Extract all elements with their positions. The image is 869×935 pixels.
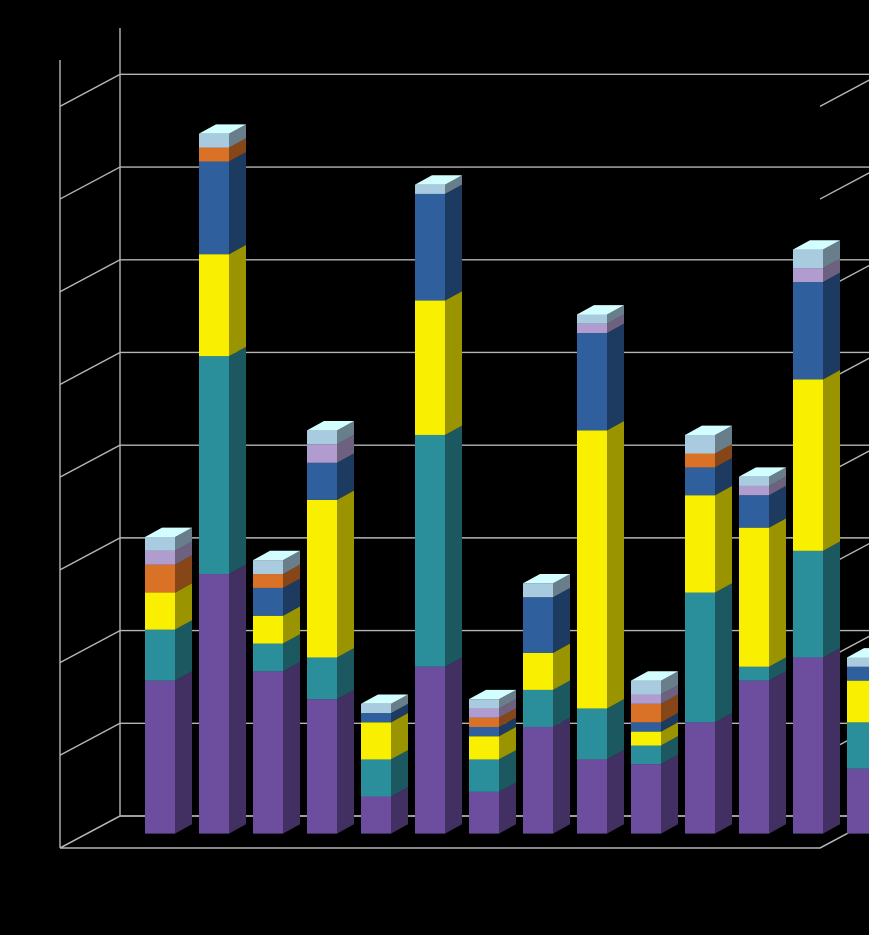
bar-12-seg-lightblue — [793, 250, 823, 269]
bar-1-seg-purple — [199, 574, 229, 834]
bar-1-seg-yellow — [199, 254, 229, 356]
bar-0-seg-lightblue — [145, 537, 175, 551]
bar-13-seg-purple — [847, 769, 869, 834]
bar-8-seg-teal — [577, 708, 607, 759]
bar-6-seg-blue — [469, 727, 499, 736]
bar-13-seg-lightblue — [847, 657, 869, 666]
bar-12-seg-yellow — [793, 379, 823, 551]
bar-11-seg-lavender — [739, 486, 769, 495]
bar-10-seg-orange — [685, 454, 715, 468]
bar-4-seg-lightblue — [361, 704, 391, 713]
bars — [145, 124, 869, 833]
bar-7-seg-teal — [523, 690, 553, 727]
bar-9-seg-teal — [631, 746, 661, 765]
bar-7-seg-purple — [523, 727, 553, 834]
bar-1-seg-teal — [199, 356, 229, 574]
bar-3-seg-yellow — [307, 500, 337, 658]
bar-3-seg-teal — [307, 657, 337, 699]
bar-3-seg-blue — [307, 463, 337, 500]
bar-5-seg-yellow — [415, 301, 445, 435]
bar-2-seg-purple — [253, 671, 283, 833]
bar-0-seg-yellow — [145, 593, 175, 630]
bar-7-seg-yellow — [523, 653, 553, 690]
bar-8-seg-yellow — [577, 430, 607, 708]
bar-11-seg-blue — [739, 495, 769, 527]
bar-13-seg-blue — [847, 667, 869, 681]
bar-9-seg-orange — [631, 704, 661, 723]
bar-2-seg-yellow — [253, 616, 283, 644]
bar-4-seg-yellow — [361, 722, 391, 759]
bar-9-seg-lavender — [631, 695, 661, 704]
bar-0-seg-teal — [145, 630, 175, 681]
bar-6-seg-purple — [469, 792, 499, 834]
stacked-bar-3d-chart — [0, 0, 869, 935]
bar-4-seg-teal — [361, 759, 391, 796]
bar-1-seg-lightblue — [199, 134, 229, 148]
bar-10-seg-purple — [685, 722, 715, 833]
bar-13-seg-yellow — [847, 681, 869, 723]
bar-4-seg-purple — [361, 797, 391, 834]
bar-2-seg-teal — [253, 644, 283, 672]
bar-8-seg-purple — [577, 759, 607, 833]
bar-6-seg-teal — [469, 759, 499, 791]
bar-12-seg-purple — [793, 657, 823, 833]
bar-0-seg-lavender — [145, 551, 175, 565]
bar-10-seg-lightblue — [685, 435, 715, 454]
bar-1-seg-orange — [199, 148, 229, 162]
bar-5-seg-blue — [415, 194, 445, 301]
bar-10-seg-yellow — [685, 495, 715, 592]
bar-12-seg-teal — [793, 551, 823, 658]
bar-1-seg-blue — [199, 161, 229, 254]
bar-9-seg-lightblue — [631, 681, 661, 695]
bar-8-seg-lavender — [577, 324, 607, 333]
bar-3-seg-lightblue — [307, 430, 337, 444]
bar-2-seg-orange — [253, 574, 283, 588]
bar-10-seg-teal — [685, 593, 715, 723]
bar-13-seg-teal — [847, 722, 869, 768]
bar-11-seg-yellow — [739, 528, 769, 667]
bar-10-seg-blue — [685, 467, 715, 495]
bar-12-seg-lavender — [793, 268, 823, 282]
bar-11-seg-lightblue — [739, 477, 769, 486]
bar-2-seg-blue — [253, 588, 283, 616]
bar-0-seg-orange — [145, 565, 175, 593]
bar-12-seg-blue — [793, 282, 823, 379]
bar-11-seg-purple — [739, 681, 769, 834]
bar-4-seg-blue — [361, 713, 391, 722]
bar-6-seg-orange — [469, 718, 499, 727]
bar-7-seg-lightblue — [523, 583, 553, 597]
bar-9-seg-blue — [631, 722, 661, 731]
bar-6-seg-lightblue — [469, 699, 499, 708]
bar-6-seg-yellow — [469, 736, 499, 759]
bar-8-seg-lightblue — [577, 314, 607, 323]
bar-5-seg-lightblue — [415, 185, 445, 194]
bar-3-seg-purple — [307, 699, 337, 833]
bar-7-seg-blue — [523, 597, 553, 653]
bar-5-seg-teal — [415, 435, 445, 667]
bar-8-seg-blue — [577, 333, 607, 430]
bar-11-seg-teal — [739, 667, 769, 681]
bar-2-seg-lightblue — [253, 560, 283, 574]
bar-9-seg-purple — [631, 764, 661, 834]
bar-5-seg-purple — [415, 667, 445, 834]
bar-9-seg-yellow — [631, 732, 661, 746]
bar-3-seg-lavender — [307, 444, 337, 463]
bar-0-seg-purple — [145, 681, 175, 834]
bar-6-seg-lavender — [469, 708, 499, 717]
